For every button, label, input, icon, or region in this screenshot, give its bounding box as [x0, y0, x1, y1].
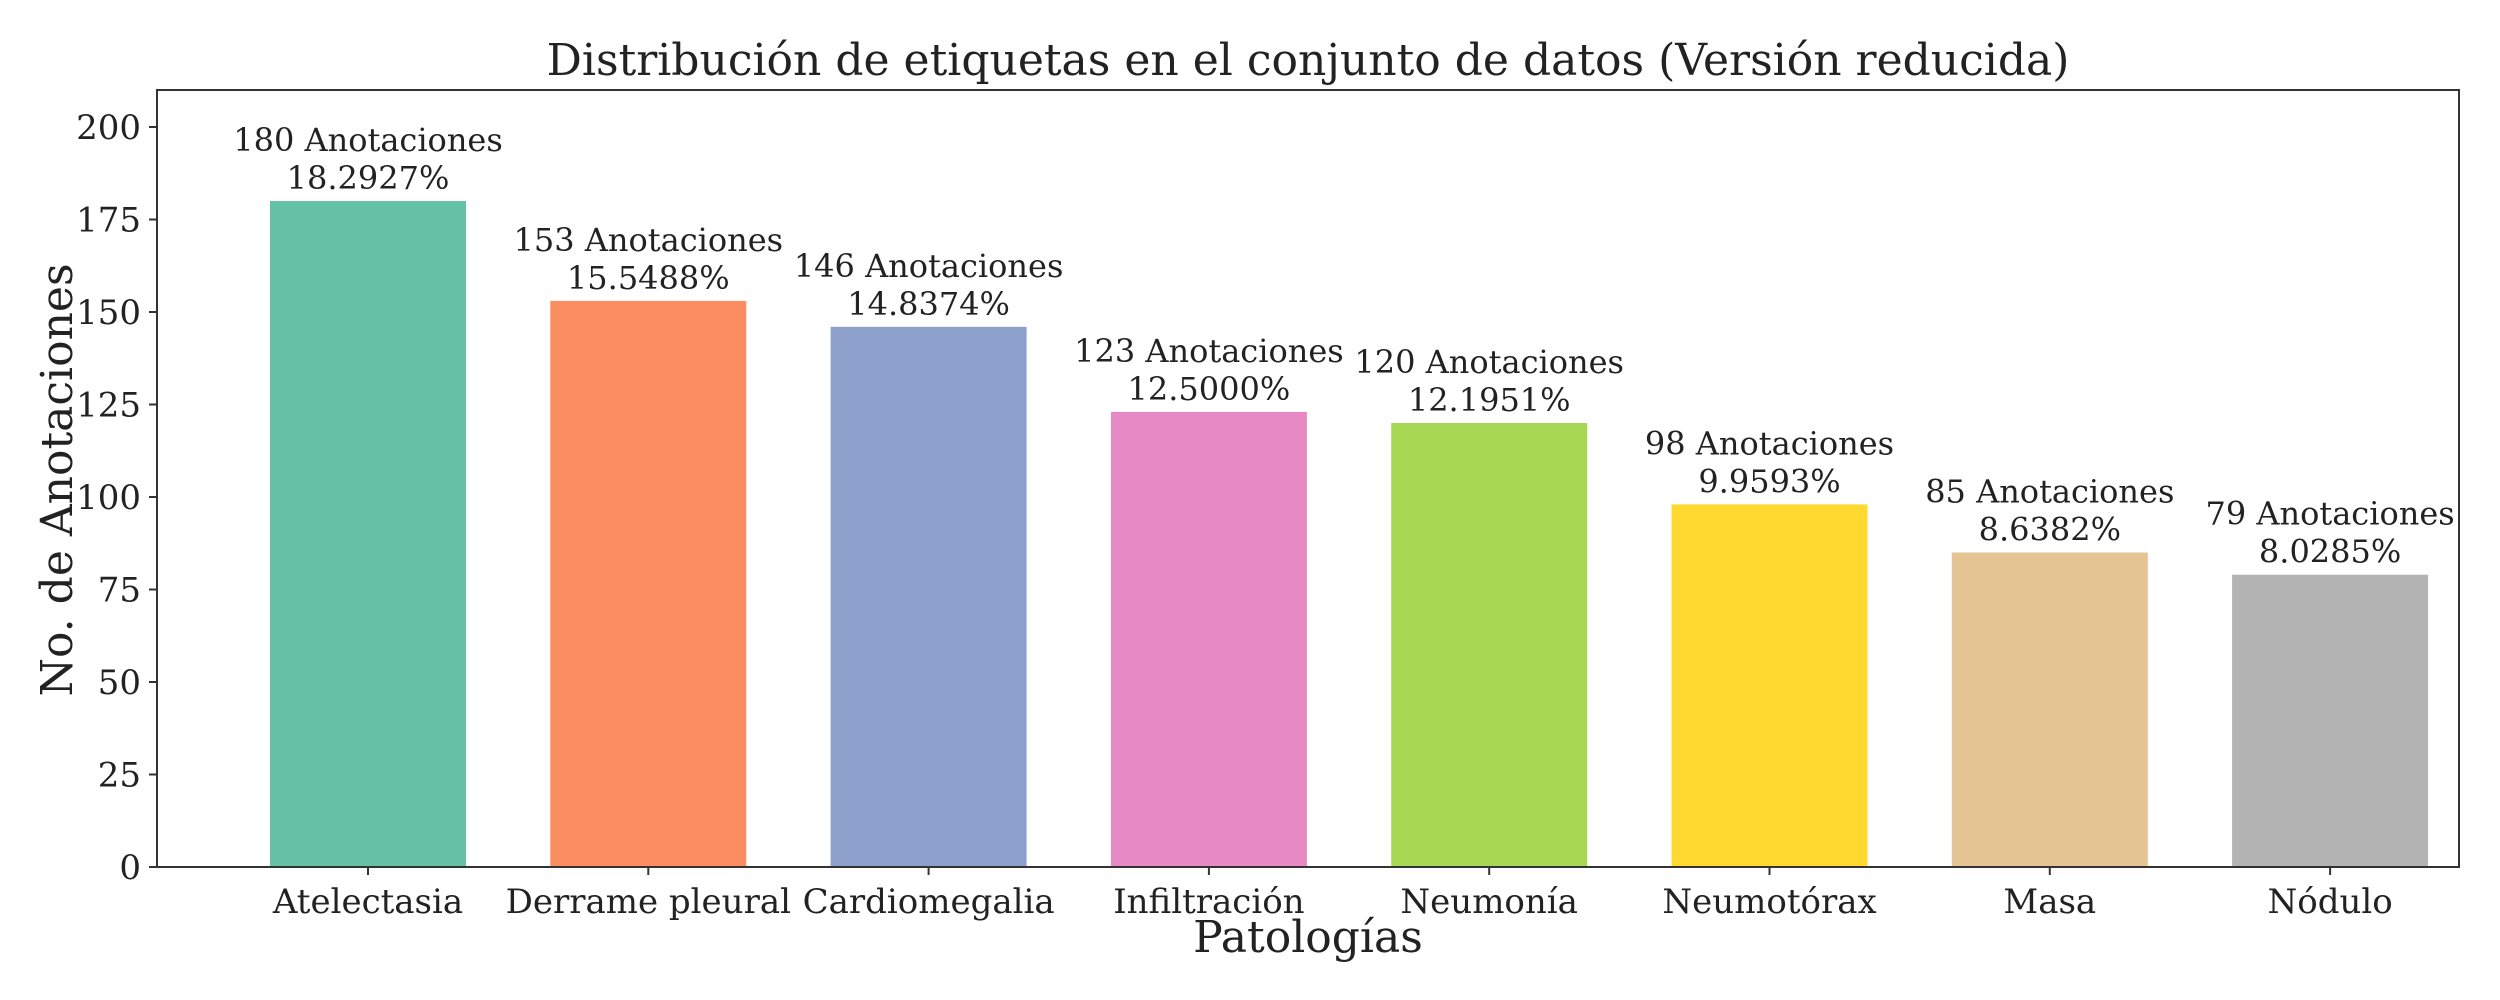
- bar-6: [1671, 504, 1868, 867]
- y-tick-label: 25: [98, 756, 141, 796]
- y-tick-label: 125: [76, 386, 141, 426]
- bar-annotation-percent: 18.2927%: [287, 159, 450, 197]
- bar-annotation-count: 79 Anotaciones: [2205, 495, 2454, 533]
- bar-1: [270, 201, 466, 867]
- bar-annotation-percent: 14.8374%: [847, 285, 1010, 323]
- bar-annotation-percent: 12.1951%: [1408, 381, 1571, 419]
- ticks-group: Atelectasia Derrame pleural Cardiomegalia I…: [76, 108, 2393, 922]
- chart-title: Distribución de etiquetas en el conjunto…: [547, 35, 2070, 86]
- bar-annotation-count: 146 Anotaciones: [794, 247, 1064, 285]
- x-tick-label: Infiltración: [1113, 882, 1304, 922]
- x-tick-label: Nódulo: [2267, 882, 2392, 922]
- y-tick-label: 0: [119, 848, 141, 888]
- x-axis-label: Patologías: [1193, 912, 1423, 963]
- bar-annotation-percent: 9.9593%: [1698, 462, 1840, 500]
- bar-8: [2232, 574, 2429, 867]
- bar-annotation-count: 120 Anotaciones: [1354, 343, 1624, 381]
- bar-annotation-count: 153 Anotaciones: [514, 221, 784, 259]
- bar-annotation-percent: 12.5000%: [1128, 370, 1291, 408]
- x-tick-label: Cardiomegalia: [803, 882, 1055, 922]
- bar-annotation-count: 85 Anotaciones: [1925, 473, 2174, 511]
- y-tick-label: 50: [98, 663, 141, 703]
- bar-annotation-count: 180 Anotaciones: [233, 121, 503, 159]
- x-tick-label: Masa: [2003, 882, 2096, 922]
- bar-annotation-percent: 8.0285%: [2259, 533, 2401, 571]
- y-tick-label: 200: [76, 108, 141, 148]
- x-tick-label: Neumotórax: [1662, 882, 1876, 922]
- bar-4: [1110, 411, 1307, 867]
- y-tick-label: 150: [76, 293, 141, 333]
- bar-annotation-count: 98 Anotaciones: [1645, 424, 1894, 462]
- bar-annotation-percent: 8.6382%: [1979, 511, 2121, 549]
- bar-5: [1391, 423, 1588, 867]
- x-tick-label: Neumonía: [1400, 882, 1578, 922]
- y-axis-label: No. de Anotaciones: [32, 263, 83, 696]
- bar-annotation-percent: 15.5488%: [567, 259, 730, 297]
- x-tick-label: Derrame pleural: [506, 882, 791, 922]
- plot-frame: [156, 89, 2460, 868]
- y-tick-label: 75: [98, 571, 141, 611]
- x-tick-label: Atelectasia: [272, 882, 463, 922]
- bar-7: [1951, 552, 2148, 867]
- y-tick-label: 175: [76, 201, 141, 241]
- bar-2: [550, 300, 747, 867]
- bar-annotation-count: 123 Anotaciones: [1074, 332, 1344, 370]
- bar-3: [830, 326, 1027, 867]
- y-tick-label: 100: [76, 478, 141, 518]
